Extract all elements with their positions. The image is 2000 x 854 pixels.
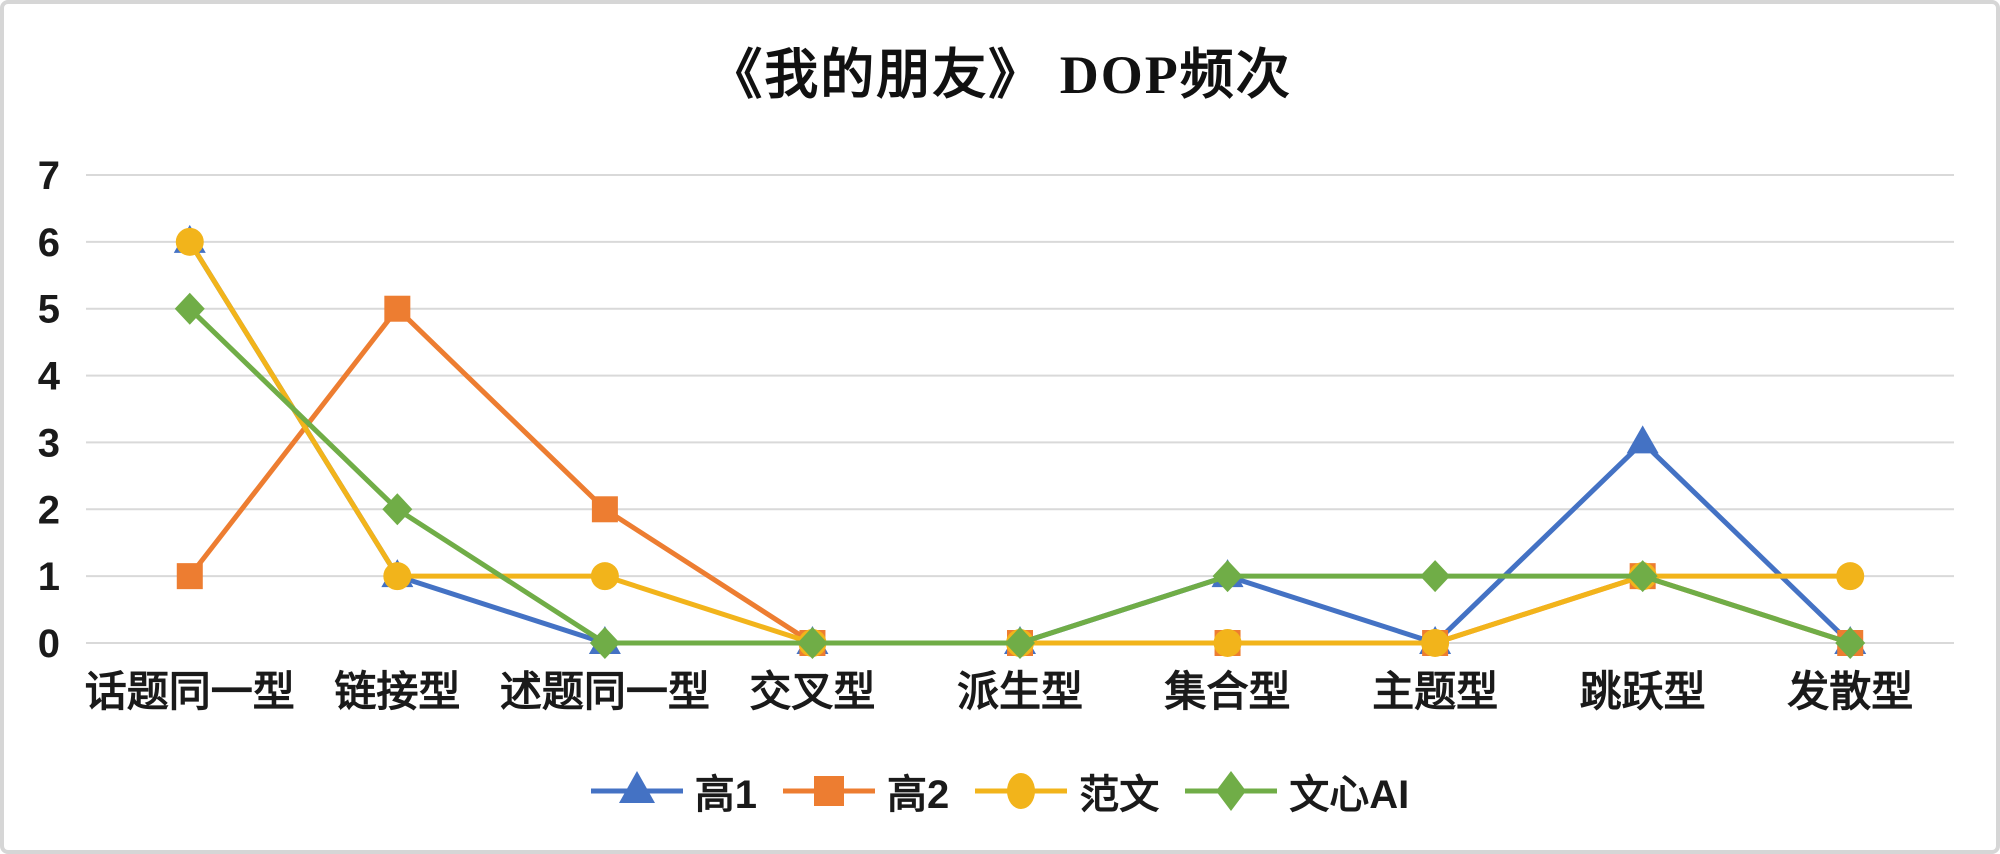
svg-text:0: 0 (38, 622, 60, 666)
svg-text:派生型: 派生型 (957, 668, 1083, 715)
legend-label: 高2 (887, 773, 950, 817)
svg-text:6: 6 (38, 221, 60, 265)
legend-square-icon (783, 776, 875, 806)
chart-title: 《我的朋友》 DOP频次 (708, 45, 1292, 105)
svg-text:3: 3 (38, 421, 60, 465)
legend-item-fanwen: 范文 (975, 762, 1159, 820)
legend-item-wenxin-ai: 文心AI (1185, 762, 1409, 820)
svg-text:集合型: 集合型 (1164, 668, 1291, 715)
svg-text:1: 1 (38, 555, 60, 599)
svg-text:交叉型: 交叉型 (749, 668, 875, 715)
legend-label: 文心AI (1289, 773, 1410, 817)
legend-item-gao1: 高1 (590, 762, 757, 820)
svg-text:5: 5 (38, 288, 60, 332)
legend-diamond-icon (1185, 771, 1278, 811)
svg-text:7: 7 (38, 154, 60, 198)
legend-triangle-icon (590, 771, 683, 803)
svg-text:主题型: 主题型 (1372, 668, 1498, 715)
svg-text:2: 2 (38, 488, 60, 532)
legend-label: 高1 (694, 773, 757, 817)
legend: 高1 高2 范文 文心AI (4, 762, 1996, 820)
svg-text:链接型: 链接型 (334, 668, 460, 715)
svg-text:跳跃型: 跳跃型 (1580, 668, 1706, 715)
legend-item-gao2: 高2 (783, 762, 949, 820)
svg-text:发散型: 发散型 (1787, 668, 1913, 715)
legend-label: 范文 (1079, 773, 1160, 817)
svg-text:4: 4 (38, 355, 61, 399)
svg-text:话题同一型: 话题同一型 (85, 668, 295, 715)
legend-circle-icon (975, 773, 1068, 809)
svg-text:述题同一型: 述题同一型 (500, 668, 710, 715)
line-chart-plot-area: 0 1 2 3 4 5 6 7 话题同一型 链接型 述题同一型 交叉型 派生型 集合型 主题型 跳跃型 发散型 (38, 154, 1954, 715)
